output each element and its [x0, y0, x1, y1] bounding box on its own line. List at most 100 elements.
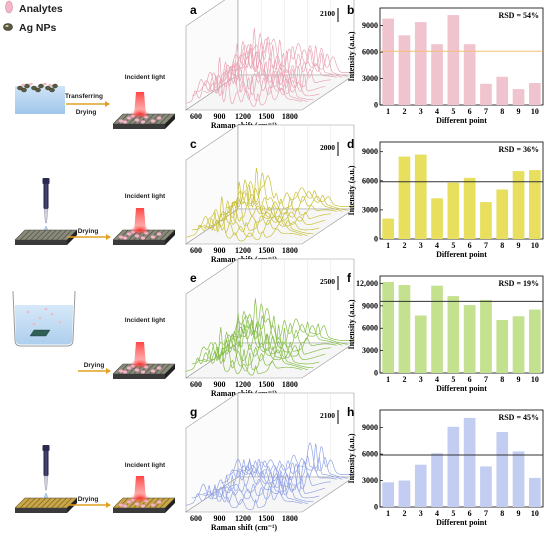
bar	[529, 477, 541, 507]
spectrum-trace	[185, 341, 303, 376]
x-tick-label: 600	[190, 246, 202, 255]
scale-label: 2500	[320, 277, 335, 286]
x-axis-label: Different point	[436, 116, 487, 125]
x-tick-label: 4	[435, 509, 439, 518]
drying-label: Drying	[78, 496, 99, 503]
bar	[447, 296, 460, 373]
bar-chart-f: 1 2 3 4 5 6 7 8 9 10 0 3000 6000 9000 12,000 Different …	[347, 271, 544, 393]
arrow-head	[105, 101, 110, 107]
spectrum-trace	[220, 313, 337, 353]
drying-label: Drying	[76, 109, 97, 116]
x-axis-label: Different point	[436, 518, 487, 527]
x-tick-label: 900	[213, 380, 225, 389]
bar	[382, 18, 394, 106]
x-tick-label: 1	[386, 509, 390, 518]
y-axis-label: Intensity (a.u.)	[347, 165, 356, 215]
bar	[496, 432, 509, 507]
x-tick-label: 9	[517, 241, 521, 250]
spectrum-trace	[214, 179, 331, 223]
analyte-particle	[156, 232, 162, 236]
x-tick-label: 1500	[258, 380, 274, 389]
panel-label: g	[190, 405, 197, 419]
x-tick-label: 1200	[235, 112, 251, 121]
x-axis-label: Raman shift (cm⁻¹)	[211, 523, 278, 532]
x-tick-label: 1500	[258, 246, 274, 255]
plot-frame	[379, 275, 544, 374]
analyte-particle	[118, 369, 124, 373]
x-tick-label: 2	[402, 107, 406, 116]
x-tick-label: 9	[517, 375, 521, 384]
x-tick-label: 1800	[282, 112, 298, 121]
x-tick-label: 5	[451, 241, 455, 250]
x-tick-label: 2	[402, 241, 406, 250]
ag-np-particle	[21, 87, 27, 93]
ag-np-particle	[38, 83, 44, 89]
spectrum-trace	[191, 327, 308, 372]
analyte-particle	[26, 310, 30, 314]
analyte-particle	[126, 116, 132, 120]
substrate-side	[165, 498, 175, 513]
x-tick-label: 1800	[282, 380, 298, 389]
bar	[414, 464, 427, 507]
spectra-panel-g: 600 900 1200 1500 1800 Raman shift (cm⁻¹) g 210…	[185, 392, 355, 532]
bar	[447, 15, 460, 106]
bar	[463, 417, 476, 507]
incident-light-label: Incident light	[125, 74, 166, 81]
bar	[529, 309, 541, 373]
x-tick-label: 3	[419, 509, 423, 518]
analyte-particle	[118, 235, 124, 239]
rsd-label: RSD = 36%	[498, 145, 539, 154]
legend: Analytes Ag NPs	[3, 0, 63, 34]
bar	[463, 177, 476, 239]
spectrum-trace	[237, 174, 355, 207]
laser-spot	[130, 109, 150, 119]
x-tick-label: 4	[435, 375, 439, 384]
schematic-row-3: Drying Incident light	[12, 290, 176, 379]
spectrum-trace	[209, 181, 326, 227]
analyte-particle	[126, 500, 132, 504]
analyte-particle	[156, 366, 162, 370]
bar	[480, 466, 492, 507]
analyte-particle	[118, 119, 124, 123]
bar	[414, 315, 427, 373]
x-tick-label: 1	[386, 241, 390, 250]
bar	[431, 453, 443, 507]
plot-frame	[379, 7, 544, 106]
analyte-particle	[58, 320, 62, 324]
y-axis-label: Intensity (a.u.)	[347, 299, 356, 349]
legend-ag-nps: Ag NPs	[19, 22, 57, 34]
x-tick-label: 7	[484, 241, 488, 250]
scale-label: 2100	[320, 9, 335, 18]
bar	[512, 451, 525, 507]
analyte-particle	[48, 83, 52, 87]
y-tick-label: 9000	[362, 301, 378, 310]
y-axis-label: Intensity (a.u.)	[347, 31, 356, 81]
analyte-particle	[140, 236, 146, 240]
panel-label: d	[347, 137, 354, 151]
x-tick-label: 1500	[258, 112, 274, 121]
incident-light-label: Incident light	[125, 193, 166, 200]
y-tick-label: 0	[374, 101, 378, 110]
analyte-particle	[118, 503, 124, 507]
analyte-particle	[21, 83, 25, 87]
schematic-column: Transferring Drying Incident light Drying In…	[12, 74, 176, 513]
analyte-icon	[5, 0, 13, 14]
bar	[512, 89, 525, 105]
bar	[512, 316, 525, 373]
spectrum-trace	[237, 445, 355, 475]
bar-chart-d: 1 2 3 4 5 6 7 8 9 10 0 3000 6000 9000 Different point I…	[347, 137, 544, 259]
analyte-particle	[140, 370, 146, 374]
x-tick-label: 4	[435, 107, 439, 116]
spectrum-trace	[220, 44, 337, 84]
y-tick-label: 3000	[362, 205, 378, 214]
ag-np-particle	[49, 87, 55, 93]
x-tick-label: 5	[451, 509, 455, 518]
incident-light-label: Incident light	[125, 462, 166, 469]
spectrum-trace	[197, 61, 314, 101]
x-tick-label: 9	[517, 107, 521, 116]
laser-spot	[130, 359, 150, 369]
substrate-front	[15, 240, 67, 245]
analyte-particle	[43, 82, 47, 86]
